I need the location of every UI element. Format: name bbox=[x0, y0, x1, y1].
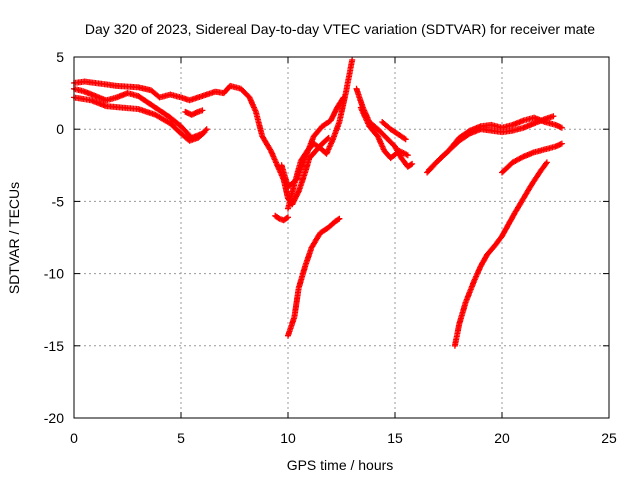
data-point bbox=[335, 216, 342, 223]
data-point bbox=[349, 56, 356, 63]
data-point bbox=[201, 129, 208, 136]
data-point bbox=[404, 152, 411, 159]
data-marks bbox=[71, 56, 565, 349]
data-point bbox=[339, 95, 346, 102]
series-arc3 bbox=[71, 94, 208, 144]
data-point bbox=[336, 215, 343, 222]
y-axis-title: SDTVAR / TECUs bbox=[6, 182, 22, 294]
series-arc1 bbox=[71, 78, 332, 208]
series-arc15 bbox=[451, 159, 550, 349]
data-point bbox=[285, 214, 291, 221]
series-arc7 bbox=[278, 94, 347, 190]
x-tick-label: 10 bbox=[280, 430, 296, 446]
series-arc8 bbox=[285, 215, 343, 339]
y-tick-label: -10 bbox=[44, 266, 64, 282]
series-arc4 bbox=[182, 107, 206, 118]
series-arc5 bbox=[272, 212, 291, 224]
data-point bbox=[550, 113, 557, 120]
data-point bbox=[408, 161, 415, 168]
x-tick-label: 20 bbox=[494, 430, 510, 446]
data-point bbox=[543, 159, 550, 166]
series-arc11 bbox=[379, 119, 409, 143]
chart-title: Day 320 of 2023, Sidereal Day-to-day VTE… bbox=[85, 21, 595, 37]
series-arc13 bbox=[426, 113, 557, 173]
y-tick-label: -15 bbox=[44, 338, 64, 354]
plot-frame bbox=[73, 56, 610, 419]
data-point bbox=[402, 136, 409, 143]
data-point bbox=[340, 94, 347, 101]
x-tick-label: 5 bbox=[177, 430, 185, 446]
x-axis-title: GPS time / hours bbox=[287, 457, 394, 473]
data-point bbox=[199, 107, 206, 114]
data-point bbox=[558, 124, 565, 131]
data-point bbox=[283, 215, 290, 221]
series-arc10 bbox=[357, 104, 411, 162]
x-tick-label: 15 bbox=[387, 430, 403, 446]
data-point bbox=[200, 130, 207, 137]
axis-ticks: 0 5 10 15 20 25 5 0 -5 -10 -15 -20 bbox=[44, 49, 617, 446]
y-tick-label: -20 bbox=[44, 410, 64, 426]
x-tick-label: 25 bbox=[601, 430, 617, 446]
x-tick-label: 0 bbox=[70, 430, 78, 446]
series-arc14 bbox=[499, 140, 565, 176]
data-point bbox=[401, 135, 408, 142]
data-point bbox=[324, 135, 331, 142]
y-tick-label: 0 bbox=[56, 121, 64, 137]
y-tick-label: -5 bbox=[52, 193, 65, 209]
y-tick-label: 5 bbox=[56, 49, 64, 65]
data-point bbox=[543, 160, 549, 167]
data-point bbox=[409, 160, 416, 167]
series-arc6 bbox=[285, 56, 356, 212]
data-point bbox=[558, 140, 565, 147]
